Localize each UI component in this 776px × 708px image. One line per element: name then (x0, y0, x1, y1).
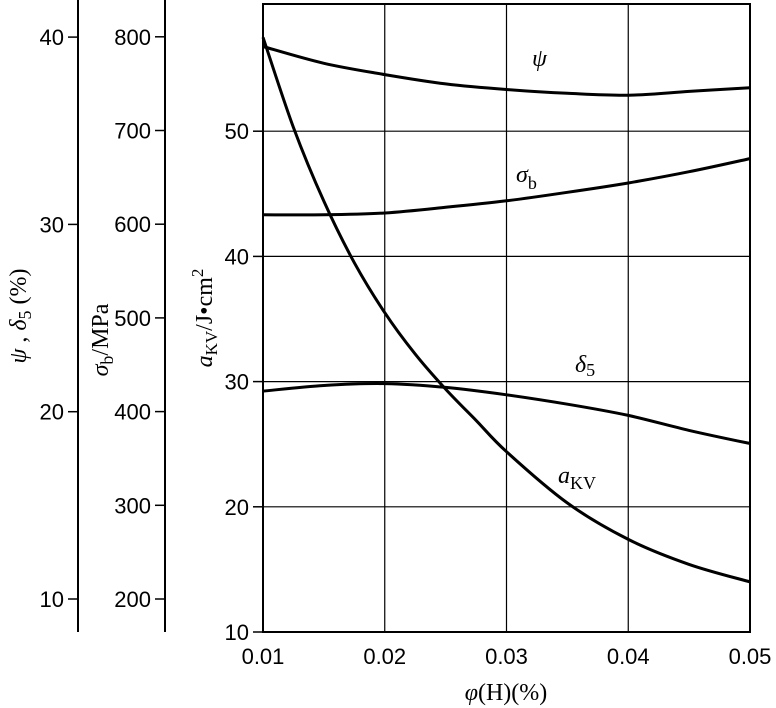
series-label-akv: aKV (558, 463, 596, 493)
sigma-b-tick-label-4: 600 (114, 212, 151, 237)
series-line-akv (261, 36, 751, 584)
plot-frame (262, 3, 751, 633)
sigma-b-ticks: 200 300 400 500 600 700 800 (114, 25, 165, 612)
psi-delta-tick-label-3: 40 (40, 25, 64, 50)
grid (262, 4, 751, 633)
psi-delta-ticks: 10 20 30 40 (40, 25, 78, 612)
sigma-b-tick-label-3: 500 (114, 306, 151, 331)
sigma-b-axis-title: σb/MPa (88, 303, 117, 376)
sigma-b-tick-label-1: 300 (114, 493, 151, 518)
series-group (261, 36, 751, 584)
series-line-sigma-b (262, 157, 751, 217)
sigma-b-tick-label-0: 200 (114, 587, 151, 612)
series-label-sigma-b: σb (516, 162, 537, 193)
x-tick-label-4: 0.05 (729, 644, 772, 669)
akv-tick-label-3: 40 (225, 244, 249, 269)
sigma-b-tick-label-2: 400 (114, 400, 151, 425)
x-tick-label-1: 0.02 (363, 644, 406, 669)
x-tick-label-0: 0.01 (242, 644, 285, 669)
akv-ticks: 10 20 30 40 50 (225, 119, 263, 645)
akv-tick-label-1: 20 (225, 495, 249, 520)
series-label-psi: ψ (532, 46, 548, 72)
psi-delta-axis-title: ψ , δ5 (%) (6, 268, 35, 363)
x-tick-label-3: 0.04 (607, 644, 650, 669)
psi-delta-tick-label-1: 20 (40, 400, 64, 425)
x-tick-label-2: 0.03 (485, 644, 528, 669)
akv-tick-label-2: 30 (225, 370, 249, 395)
x-ticks: 0.01 0.02 0.03 0.04 0.05 (242, 644, 772, 669)
series-label-delta5: δ5 (575, 352, 595, 380)
series-line-psi (262, 45, 751, 97)
x-axis-title: φ(H)(%) (465, 680, 548, 706)
sigma-b-tick-label-6: 800 (114, 25, 151, 50)
akv-tick-label-4: 50 (225, 119, 249, 144)
akv-axis-title: aKV/J•cm2 (188, 269, 221, 368)
psi-delta-tick-label-0: 10 (40, 587, 64, 612)
akv-tick-label-0: 10 (225, 620, 249, 645)
psi-delta-tick-label-2: 30 (40, 212, 64, 237)
series-line-delta5 (262, 382, 751, 445)
sigma-b-tick-label-5: 700 (114, 119, 151, 144)
